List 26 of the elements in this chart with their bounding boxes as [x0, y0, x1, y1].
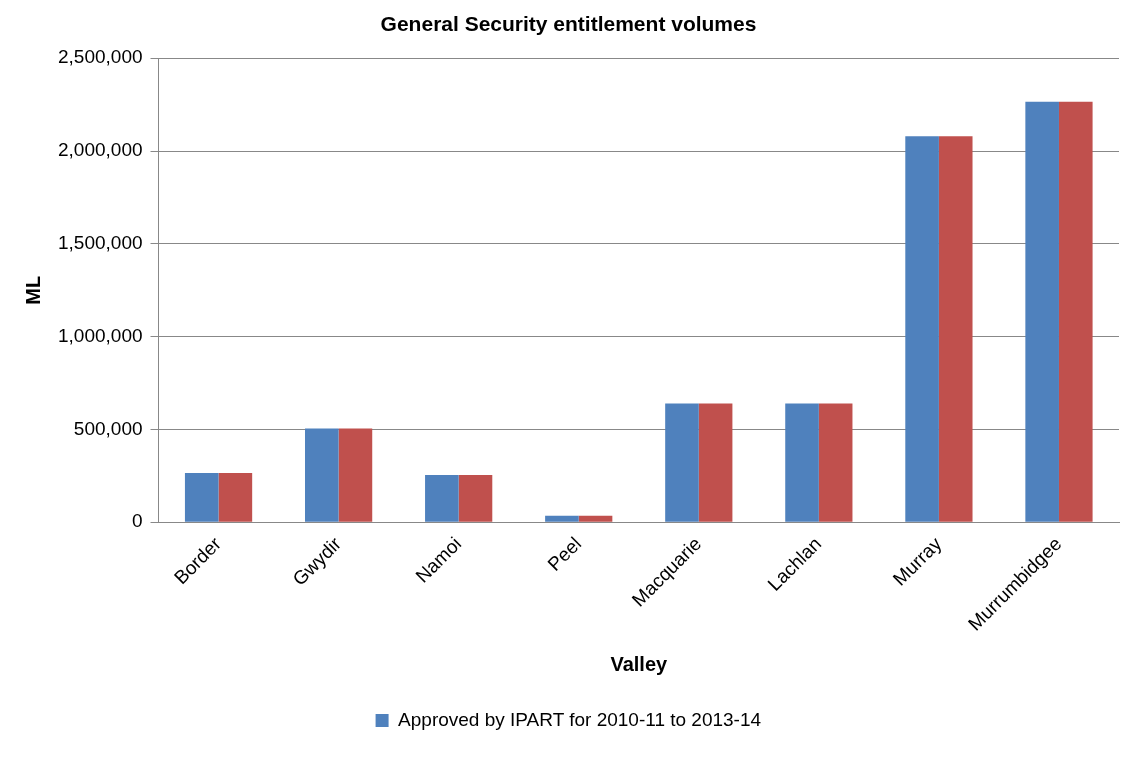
y-tick-label: 0 [131, 510, 143, 532]
bar [665, 403, 699, 522]
bar [184, 473, 219, 522]
chart-title: General Security entitlement volumes [380, 12, 757, 36]
y-tick-label: 2,500,000 [57, 46, 143, 68]
bar [578, 515, 613, 522]
bar [938, 136, 973, 522]
bar [818, 403, 853, 522]
bar [338, 428, 373, 522]
bar [305, 428, 339, 522]
bar [785, 403, 819, 522]
legend-label: Approved by IPART for 2010-11 to 2013-14 [398, 708, 762, 730]
bar [545, 515, 579, 522]
y-tick-label: 1,000,000 [57, 324, 143, 346]
x-axis-title: Valley [610, 652, 668, 675]
bar [1058, 101, 1093, 522]
y-tick-label: 1,500,000 [57, 232, 143, 254]
bar [698, 403, 733, 522]
bar [458, 474, 493, 522]
y-axis-title: ML [21, 275, 44, 305]
bar [1025, 101, 1059, 522]
bar [905, 136, 939, 522]
bar [425, 474, 459, 522]
bar [218, 473, 253, 522]
y-tick-label: 2,000,000 [57, 139, 143, 161]
y-tick-label: 500,000 [73, 417, 143, 439]
